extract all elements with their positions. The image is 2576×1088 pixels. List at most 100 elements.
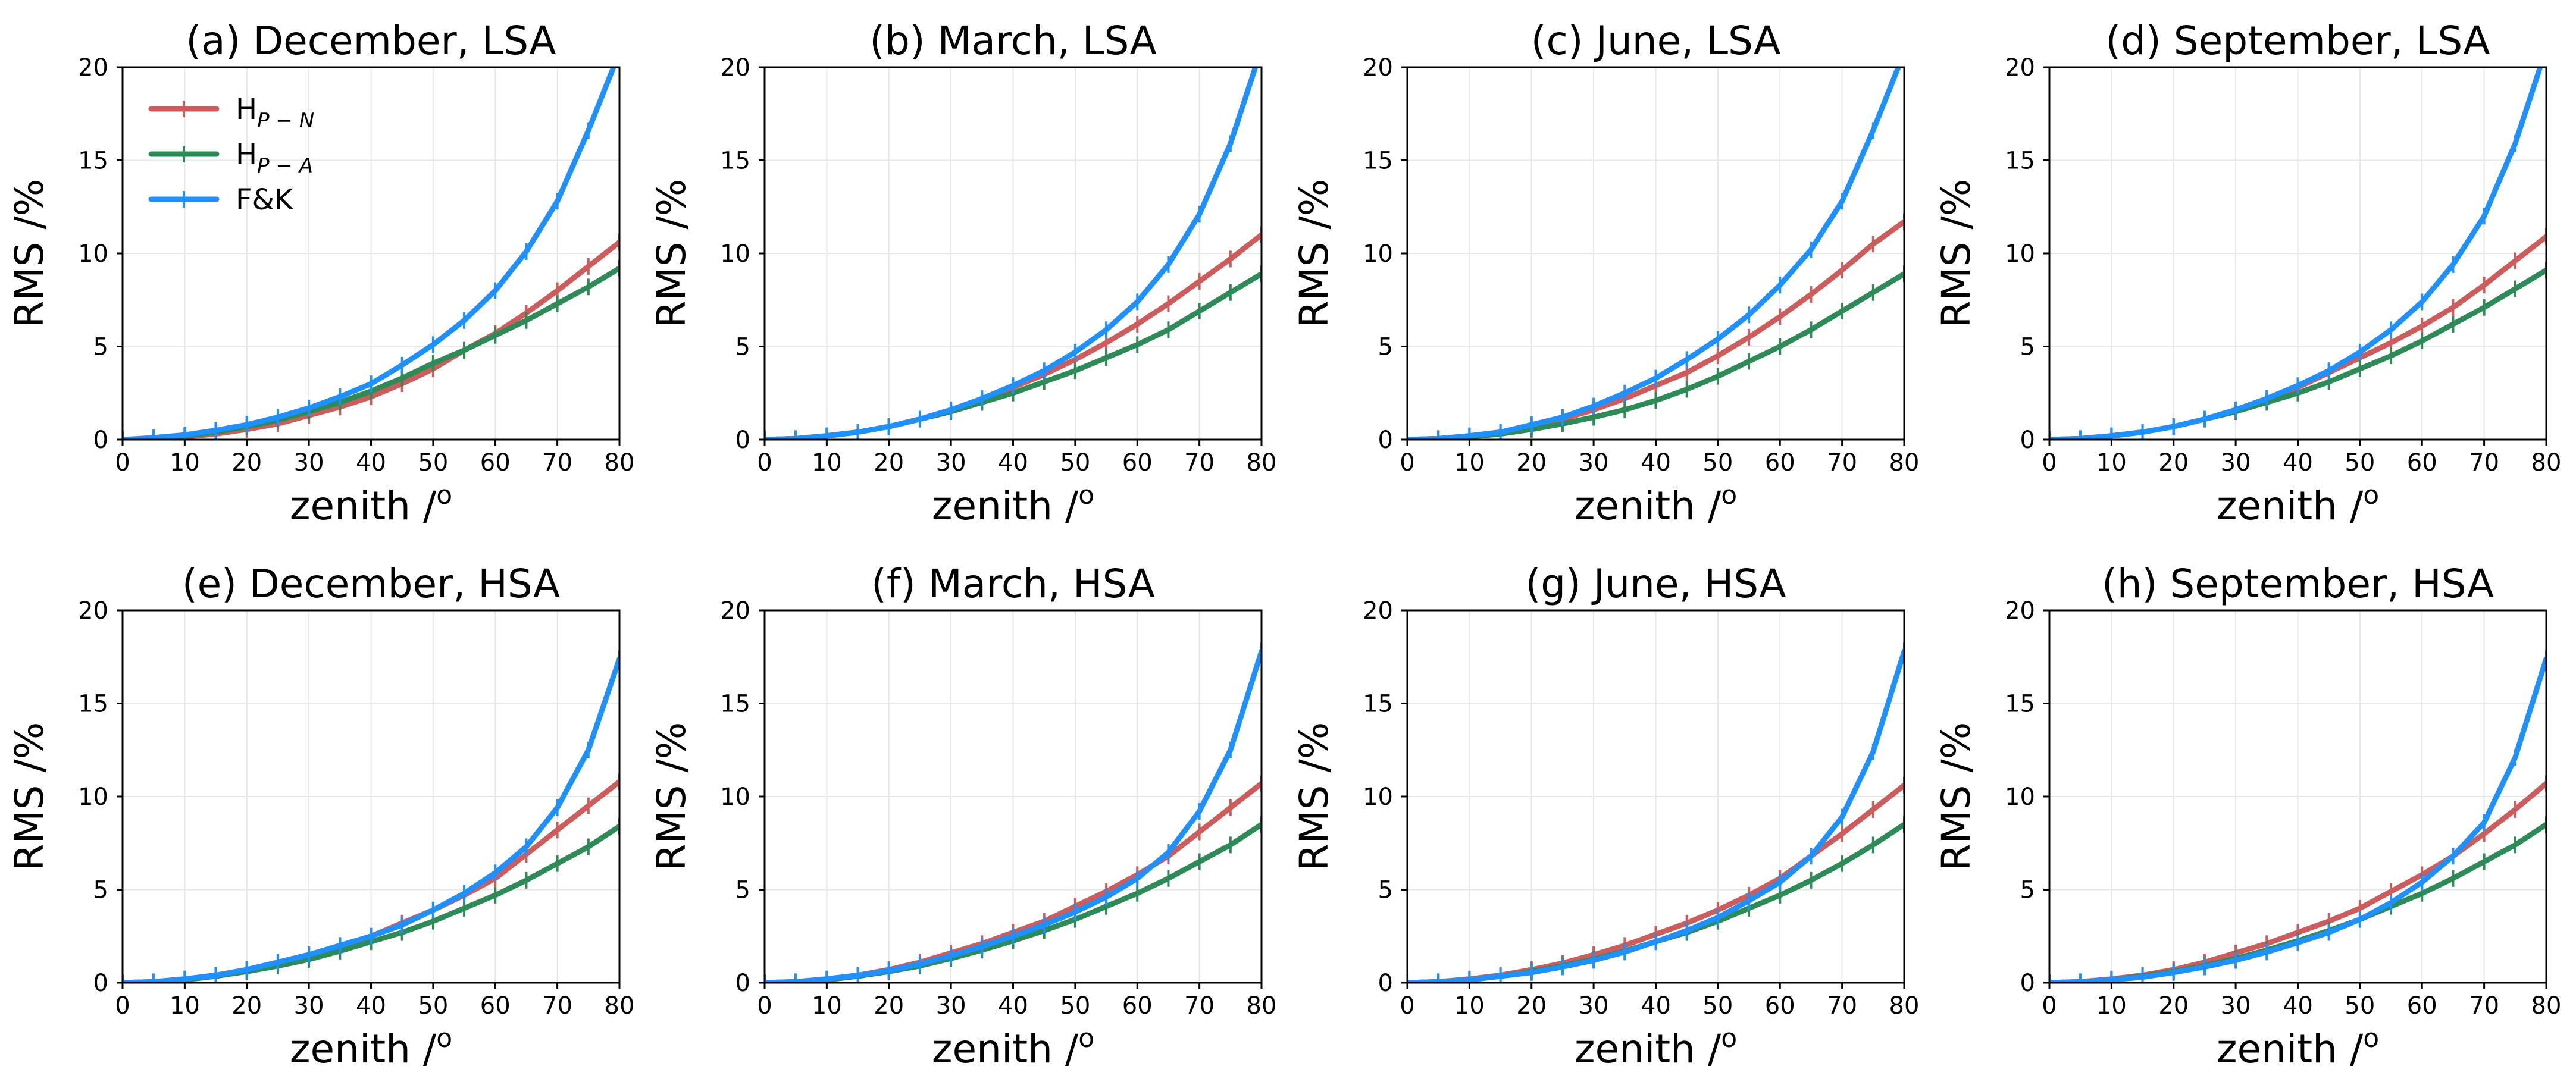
x-tick-label: 80 (605, 992, 635, 1020)
x-tick-label: 10 (1454, 449, 1485, 476)
y-tick-label: 15 (2005, 691, 2035, 718)
y-tick-label: 20 (78, 54, 108, 81)
plot-area (765, 67, 1262, 440)
y-tick-label: 10 (1363, 783, 1393, 811)
x-axis-label: zenith /o (2217, 480, 2379, 529)
x-tick-label: 50 (418, 992, 448, 1020)
x-tick-label: 20 (231, 449, 262, 476)
x-tick-label: 30 (294, 449, 324, 476)
x-axis-label-sup: o (436, 1023, 452, 1053)
x-axis-label-text: zenith / (290, 1026, 437, 1072)
x-tick-label: 30 (1579, 449, 1609, 476)
x-tick-label: 70 (2469, 449, 2499, 476)
series-fk (1407, 67, 1901, 440)
y-tick-label: 15 (1363, 691, 1393, 718)
x-tick-label: 70 (542, 992, 572, 1020)
x-tick-label: 10 (812, 449, 842, 476)
chart-title: (f) March, HSA (871, 561, 1155, 607)
x-tick-label: 60 (480, 449, 511, 476)
y-tick-label: 10 (78, 783, 108, 811)
plot-area (123, 67, 619, 440)
legend-label-base: H (236, 138, 257, 171)
y-tick-label: 15 (720, 691, 750, 718)
y-tick-label: 5 (735, 877, 750, 904)
x-tick-label: 60 (1122, 992, 1153, 1020)
y-tick-label: 20 (720, 597, 750, 625)
x-tick-label: 70 (542, 449, 572, 476)
x-tick-label: 40 (2283, 992, 2313, 1020)
x-tick-label: 20 (2158, 449, 2189, 476)
x-tick-label: 10 (170, 992, 200, 1020)
x-tick-label: 80 (605, 449, 635, 476)
y-tick-label: 20 (78, 597, 108, 625)
x-tick-label: 30 (936, 992, 966, 1020)
y-tick-label: 0 (735, 427, 750, 454)
plot-area (2049, 67, 2546, 440)
x-tick-label: 40 (2283, 449, 2313, 476)
x-tick-label: 80 (2531, 449, 2562, 476)
chart-panel-a: 0 10 20 30 40 50 60 70 80 0 5 10 15 20 (a) December, L… (7, 18, 634, 529)
legend-label-fk: F&K (236, 183, 294, 217)
x-tick-label: 30 (936, 449, 966, 476)
x-tick-label: 0 (2042, 449, 2057, 476)
y-axis-label: RMS /% (649, 722, 694, 871)
x-tick-label: 80 (1247, 992, 1277, 1020)
x-axis-label-text: zenith / (932, 1026, 1079, 1072)
y-tick-label: 0 (735, 970, 750, 997)
x-axis-label-sup: o (1078, 480, 1094, 510)
y-tick-label: 0 (93, 427, 108, 454)
x-tick-label: 50 (2345, 992, 2375, 1020)
x-tick-label: 0 (757, 449, 772, 476)
chart-panel-f: 0 10 20 30 40 50 60 70 80 0 5 10 15 20 (f) March, HSA z… (649, 561, 1276, 1072)
x-tick-label: 60 (1765, 449, 1795, 476)
series-fk (2049, 67, 2543, 440)
x-tick-label: 80 (2531, 992, 2562, 1020)
y-tick-label: 15 (78, 148, 108, 175)
x-tick-label: 30 (2221, 449, 2251, 476)
x-tick-label: 30 (1579, 992, 1609, 1020)
legend-label-sub: P − A (257, 154, 313, 178)
legend-label-hpn: HP − N (236, 93, 314, 133)
x-tick-label: 70 (1827, 992, 1857, 1020)
x-tick-label: 60 (1122, 449, 1153, 476)
x-tick-label: 20 (1516, 992, 1547, 1020)
x-axis-label-text: zenith / (932, 483, 1079, 529)
y-tick-label: 20 (1363, 54, 1393, 81)
x-tick-label: 20 (874, 449, 904, 476)
plot-area (123, 650, 619, 983)
x-tick-label: 10 (812, 992, 842, 1020)
x-axis-label: zenith /o (1575, 1023, 1737, 1072)
y-tick-label: 15 (1363, 148, 1393, 175)
chart-panel-d: 0 10 20 30 40 50 60 70 80 0 5 10 15 20 (d) September, … (1933, 18, 2561, 529)
chart-panel-c: 0 10 20 30 40 50 60 70 80 0 5 10 15 20 (c) June, LSA ze… (1291, 18, 1919, 529)
y-tick-label: 5 (2020, 877, 2035, 904)
x-axis-label-text: zenith / (2217, 1026, 2364, 1072)
y-tick-label: 10 (720, 240, 750, 268)
x-tick-label: 0 (2042, 992, 2057, 1020)
legend-label-base: H (236, 93, 257, 126)
x-tick-label: 60 (480, 992, 511, 1020)
series-fk (123, 67, 616, 440)
y-tick-label: 5 (93, 334, 108, 361)
x-axis-label-sup: o (436, 480, 452, 510)
x-tick-label: 40 (356, 449, 386, 476)
x-tick-label: 50 (1060, 992, 1090, 1020)
chart-title: (b) March, LSA (869, 18, 1157, 64)
x-tick-label: 20 (231, 992, 262, 1020)
y-tick-label: 10 (2005, 240, 2035, 268)
x-axis-label: zenith /o (290, 480, 452, 529)
series-fk (2049, 650, 2546, 983)
x-tick-label: 40 (998, 449, 1028, 476)
series-fk (765, 642, 1262, 983)
x-axis-label: zenith /o (932, 1023, 1094, 1072)
x-tick-label: 20 (874, 992, 904, 1020)
x-tick-label: 80 (1889, 992, 1920, 1020)
y-tick-label: 0 (93, 970, 108, 997)
series-fk (765, 67, 1259, 440)
x-tick-label: 20 (2158, 992, 2189, 1020)
chart-title: (c) June, LSA (1531, 18, 1781, 64)
x-tick-label: 70 (1184, 449, 1215, 476)
x-tick-label: 20 (1516, 449, 1547, 476)
y-tick-label: 10 (1363, 240, 1393, 268)
x-axis-label: zenith /o (290, 1023, 452, 1072)
